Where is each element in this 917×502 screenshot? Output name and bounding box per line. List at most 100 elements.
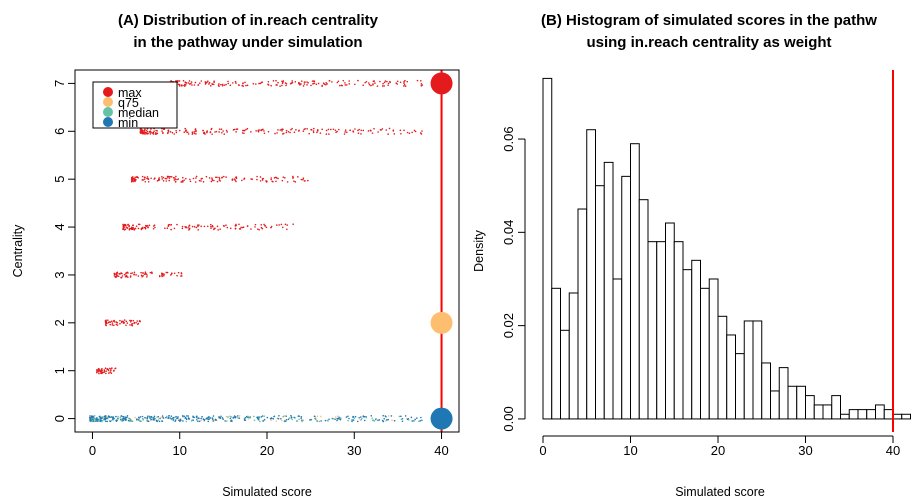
scatter-point	[109, 371, 112, 373]
scatter-point	[110, 320, 113, 323]
scatter-point	[362, 129, 365, 132]
scatter-point	[263, 130, 265, 132]
scatter-point	[165, 416, 167, 419]
scatter-point	[181, 415, 184, 417]
scatter-point	[115, 415, 117, 418]
scatter-point	[242, 226, 245, 228]
scatter-point	[241, 179, 243, 182]
scatter-point	[313, 82, 315, 85]
scatter-point	[170, 273, 173, 275]
scatter-point	[256, 178, 258, 181]
scatter-point	[286, 224, 288, 226]
y-tick-label: 5	[52, 176, 67, 183]
scatter-point	[114, 367, 117, 370]
scatter-point	[92, 415, 94, 417]
scatter-point	[98, 372, 100, 375]
scatter-point	[351, 420, 353, 423]
scatter-point	[150, 177, 152, 180]
scatter-point	[277, 81, 279, 84]
scatter-point	[109, 367, 111, 370]
scatter-point	[132, 226, 134, 229]
scatter-point	[245, 128, 247, 131]
scatter-point	[166, 132, 169, 135]
scatter-point	[125, 272, 127, 275]
scatter-point	[284, 177, 286, 179]
scatter-point	[321, 128, 323, 131]
scatter-point	[304, 180, 306, 182]
scatter-point	[142, 275, 144, 277]
scatter-point	[188, 228, 191, 230]
scatter-point	[365, 80, 368, 83]
x-tick-label: 30	[798, 443, 812, 458]
scatter-point	[403, 83, 406, 86]
scatter-point	[124, 418, 126, 420]
scatter-point	[175, 129, 177, 132]
scatter-point	[206, 131, 208, 134]
scatter-point	[328, 133, 330, 135]
legend-max-label: max	[118, 86, 142, 100]
scatter-point	[190, 420, 193, 422]
scatter-point	[158, 177, 160, 179]
scatter-point	[173, 227, 176, 230]
scatter-point	[127, 419, 130, 422]
scatter-point	[181, 227, 184, 230]
scatter-point	[115, 323, 118, 326]
scatter-point	[185, 84, 187, 86]
histogram-bar	[673, 241, 684, 420]
scatter-point	[201, 415, 203, 418]
scatter-point	[359, 416, 362, 418]
scatter-point	[144, 133, 146, 135]
scatter-point	[175, 131, 178, 134]
scatter-point	[346, 84, 348, 86]
scatter-point	[210, 180, 213, 183]
scatter-point	[340, 84, 343, 87]
scatter-point	[211, 133, 213, 135]
panel-a-title-line2: in the pathway under simulation	[133, 34, 362, 51]
scatter-point	[259, 82, 262, 85]
scatter-point	[244, 81, 246, 84]
scatter-point	[296, 420, 298, 422]
scatter-point	[211, 83, 213, 85]
scatter-point	[222, 418, 224, 420]
scatter-point	[193, 130, 196, 133]
scatter-point	[337, 417, 340, 420]
scatter-point	[229, 84, 232, 87]
scatter-point	[383, 85, 385, 87]
scatter-point	[131, 180, 134, 182]
scatter-point	[318, 420, 321, 423]
scatter-point	[384, 415, 387, 417]
scatter-point	[408, 132, 411, 135]
scatter-point	[162, 416, 164, 419]
scatter-point	[111, 324, 114, 326]
scatter-point	[183, 131, 186, 133]
scatter-point	[122, 228, 125, 231]
x-tick-label: 10	[172, 443, 186, 458]
scatter-point	[247, 415, 249, 418]
scatter-point	[212, 415, 215, 417]
scatter-point	[298, 415, 300, 417]
scatter-point	[298, 82, 301, 85]
scatter-point	[188, 83, 191, 85]
scatter-point	[197, 225, 199, 228]
scatter-point	[210, 227, 212, 229]
histogram-bar	[805, 395, 815, 420]
scatter-point	[98, 418, 101, 421]
scatter-point	[280, 128, 283, 131]
scatter-point	[229, 227, 232, 230]
scatter-point	[191, 132, 194, 134]
scatter-point	[125, 324, 127, 327]
scatter-point	[190, 81, 193, 83]
scatter-point	[217, 229, 219, 231]
scatter-point	[399, 129, 402, 132]
scatter-point	[421, 130, 423, 132]
scatter-point	[134, 416, 137, 419]
scatter-point	[107, 321, 110, 324]
legend-median-swatch	[103, 107, 113, 117]
scatter-point	[225, 224, 227, 227]
scatter-point	[184, 130, 187, 132]
scatter-point	[267, 81, 270, 83]
scatter-point	[125, 226, 128, 229]
scatter-point	[387, 415, 390, 417]
scatter-point	[345, 131, 348, 134]
scatter-point	[206, 417, 208, 420]
